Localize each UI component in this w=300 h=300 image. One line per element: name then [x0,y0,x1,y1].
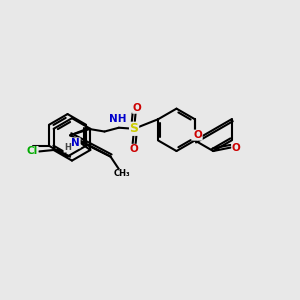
Text: N: N [71,138,80,148]
Text: Cl: Cl [27,146,38,157]
Text: CH₃: CH₃ [114,169,130,178]
Text: O: O [194,130,202,140]
Text: O: O [130,144,139,154]
Text: NH: NH [109,115,127,124]
Text: O: O [133,103,141,113]
Text: H: H [64,143,71,152]
Text: S: S [130,122,139,135]
Text: O: O [232,142,241,152]
